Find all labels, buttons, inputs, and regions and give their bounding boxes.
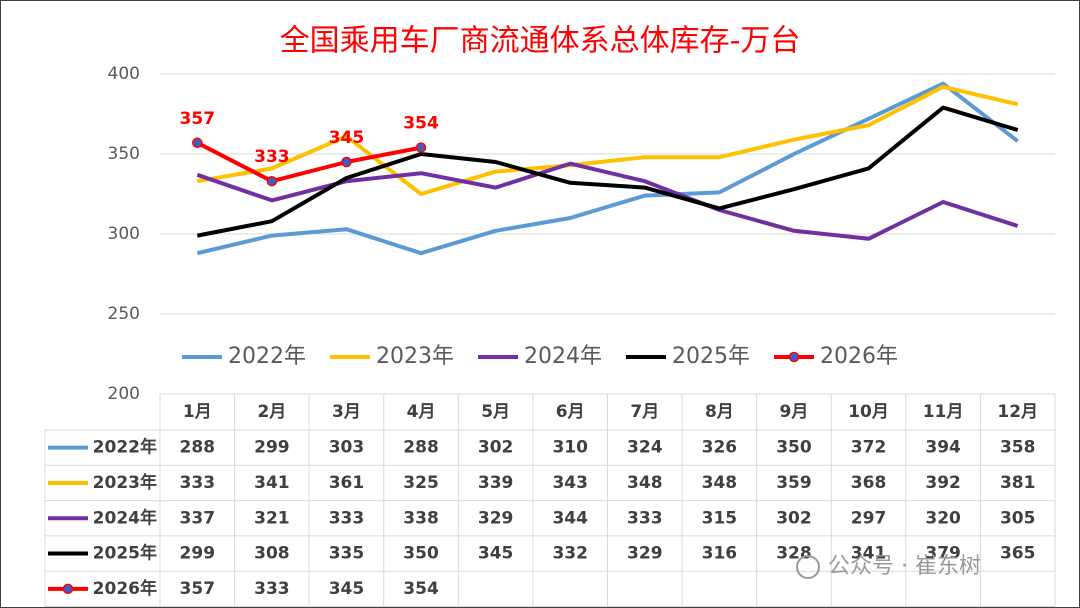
table-cell: 299 (254, 438, 290, 458)
table-cell: 297 (851, 508, 887, 528)
x-tick-label: 10月 (848, 402, 889, 422)
table-cell: 392 (925, 473, 961, 493)
table-cell: 328 (776, 544, 812, 564)
table-cell: 303 (329, 438, 365, 458)
table-cell: 333 (627, 508, 663, 528)
table-cell: 348 (702, 473, 738, 493)
watermark-text: 公众号 · 崔东树 (828, 554, 981, 579)
data-label: 333 (254, 147, 290, 167)
legend-marker (62, 583, 74, 595)
table-cell: 316 (702, 544, 738, 564)
table-cell: 337 (180, 508, 216, 528)
x-tick-label: 1月 (183, 402, 212, 422)
table-cell: 335 (329, 544, 365, 564)
legend-label: 2023年 (376, 344, 454, 369)
table-cell: 379 (925, 544, 961, 564)
table-cell: 321 (254, 508, 290, 528)
table-cell: 326 (702, 438, 738, 458)
data-label: 345 (329, 128, 365, 148)
table-cell: 381 (1000, 473, 1036, 493)
y-tick-label: 400 (108, 64, 140, 84)
table-row-label: 2024年 (93, 507, 157, 528)
x-tick-label: 11月 (923, 402, 964, 422)
x-tick-label: 2月 (257, 402, 286, 422)
table-cell: 310 (552, 438, 588, 458)
table-cell: 345 (329, 579, 365, 599)
data-label: 354 (403, 114, 439, 134)
point-marker (341, 156, 352, 168)
x-tick-label: 3月 (332, 402, 361, 422)
table-cell: 315 (702, 508, 738, 528)
table-cell: 329 (627, 544, 663, 564)
y-tick-label: 300 (108, 224, 140, 244)
table-cell: 344 (552, 508, 588, 528)
table-cell: 357 (180, 579, 216, 599)
watermark: 公众号 · 崔东树 (796, 554, 981, 579)
table-cell: 338 (403, 508, 439, 528)
table-cell: 324 (627, 438, 663, 458)
y-tick-label: 250 (108, 304, 140, 324)
table-cell: 325 (403, 473, 439, 493)
x-tick-label: 7月 (630, 402, 659, 422)
table-cell: 305 (1000, 508, 1036, 528)
table-cell: 372 (851, 438, 887, 458)
table-cell: 394 (925, 438, 961, 458)
table-cell: 348 (627, 473, 663, 493)
series-line (196, 81, 1019, 256)
legend-marker (788, 351, 800, 363)
x-tick-label: 12月 (997, 402, 1038, 422)
table-cell: 368 (851, 473, 887, 493)
table-row-label: 2025年 (93, 543, 157, 564)
table-cell: 339 (478, 473, 514, 493)
table-cell: 302 (776, 508, 812, 528)
table-cell: 333 (180, 473, 216, 493)
legend-label: 2022年 (228, 344, 306, 369)
x-tick-label: 8月 (705, 402, 734, 422)
point-marker (415, 142, 427, 153)
chart-title: 全国乘用车厂商流通体系总体库存-万台 (280, 24, 801, 59)
x-tick-label: 9月 (780, 402, 809, 422)
table-cell: 358 (1000, 438, 1036, 458)
y-tick-label: 350 (108, 144, 140, 164)
table-cell: 341 (851, 544, 887, 564)
table-cell: 354 (403, 579, 439, 599)
table-cell: 341 (254, 473, 290, 493)
table-cell: 288 (180, 438, 216, 458)
table-cell: 320 (925, 508, 961, 528)
table-cell: 359 (776, 473, 812, 493)
table-row-label: 2026年 (93, 578, 157, 599)
table-cell: 333 (329, 508, 365, 528)
point-marker (192, 137, 203, 149)
watermark-icon (796, 555, 820, 579)
table-cell: 350 (403, 544, 439, 564)
y-tick-label: 200 (108, 384, 140, 404)
table-cell: 299 (180, 544, 216, 564)
table-cell: 345 (478, 544, 514, 564)
point-marker (266, 175, 278, 187)
table-cell: 365 (1000, 544, 1036, 564)
series-line (196, 141, 422, 184)
series-line (196, 105, 1019, 238)
table-cell: 343 (552, 473, 588, 493)
table-cell: 308 (254, 544, 290, 564)
x-tick-label: 6月 (556, 402, 585, 422)
legend-label: 2024年 (524, 344, 602, 369)
data-label: 357 (180, 109, 216, 129)
table-row-label: 2022年 (93, 437, 157, 458)
legend-label: 2025年 (672, 344, 750, 369)
series-line (196, 84, 1019, 196)
table-cell: 288 (403, 438, 439, 458)
x-tick-label: 4月 (407, 402, 436, 422)
legend-label: 2026年 (820, 344, 898, 369)
table-cell: 332 (552, 544, 588, 564)
table-cell: 333 (254, 579, 290, 599)
table-cell: 361 (329, 473, 365, 493)
table-cell: 329 (478, 508, 514, 528)
table-cell: 302 (478, 438, 514, 458)
table-cell: 350 (776, 438, 812, 458)
table-row-label: 2023年 (93, 472, 157, 493)
x-tick-label: 5月 (481, 402, 510, 422)
